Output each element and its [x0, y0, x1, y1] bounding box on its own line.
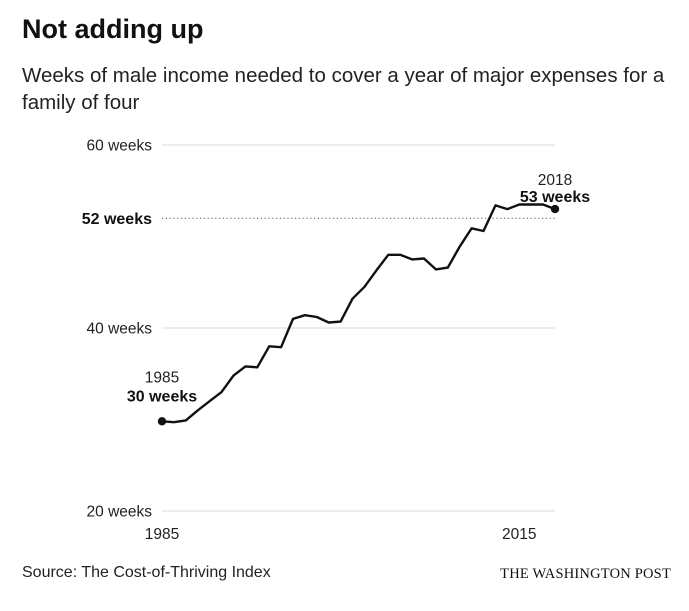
series-line: [160, 203, 557, 424]
publisher-credit: THE WASHINGTON POST: [500, 566, 671, 582]
reference-line-group: 52 weeks: [82, 211, 555, 228]
annotation-year: 2018: [538, 172, 572, 189]
annotation-value: 53 weeks: [520, 189, 590, 206]
series: [160, 203, 557, 424]
chart-title: Not adding up: [22, 14, 204, 44]
chart-subtitle: Weeks of male income needed to cover a y…: [22, 64, 665, 114]
gridlines: [162, 144, 555, 512]
source-note: Source: The Cost-of-Thriving Index: [22, 564, 271, 581]
y-tick-label: 20 weeks: [87, 504, 153, 521]
annotation-value: 30 weeks: [127, 388, 197, 405]
x-tick-label: 1985: [145, 526, 179, 543]
x-tick-label: 2015: [502, 526, 536, 543]
y-axis-ticks: 60 weeks 40 weeks 20 weeks: [87, 138, 153, 521]
reference-line-label: 52 weeks: [82, 211, 152, 228]
annotation-year: 1985: [145, 369, 179, 386]
x-axis-ticks: 1985 2015: [145, 526, 537, 543]
endpoint-marker: [157, 417, 167, 426]
y-tick-label: 60 weeks: [87, 138, 153, 155]
endpoint-marker: [550, 204, 560, 214]
y-tick-label: 40 weeks: [87, 321, 153, 338]
